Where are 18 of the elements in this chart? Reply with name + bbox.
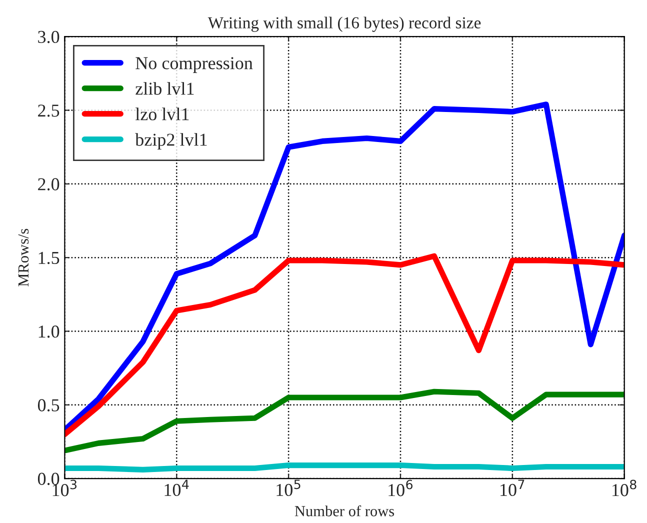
legend-label: lzo lvl1 (135, 108, 189, 120)
x-tick-label: 10$^{4}$ (164, 480, 189, 496)
y-tick-label: 2.5 (38, 104, 60, 117)
y-tick-label: 3.0 (38, 30, 60, 44)
legend-label: bzip2 lvl1 (135, 133, 207, 150)
x-axis-title: Number of rows (294, 505, 394, 516)
legend-label: zlib lvl1 (136, 82, 194, 95)
x-tick-label: 10$^{6}$ (388, 480, 413, 496)
y-axis-title: MRows/s (18, 228, 29, 286)
y-tick-label: 1.5 (38, 252, 60, 264)
x-tick-label: 10$^{8}$ (612, 480, 636, 496)
x-tick-label: 10$^{5}$ (276, 480, 300, 496)
chart-title: Writing with small (16 bytes) record size (208, 16, 481, 32)
x-tick-label: 10$^{7}$ (500, 480, 524, 496)
y-tick-label: 1.0 (38, 325, 60, 338)
y-tick-label: 0.5 (38, 399, 60, 412)
y-tick-label: 2.0 (38, 178, 60, 190)
legend-label: No compression (136, 57, 253, 73)
